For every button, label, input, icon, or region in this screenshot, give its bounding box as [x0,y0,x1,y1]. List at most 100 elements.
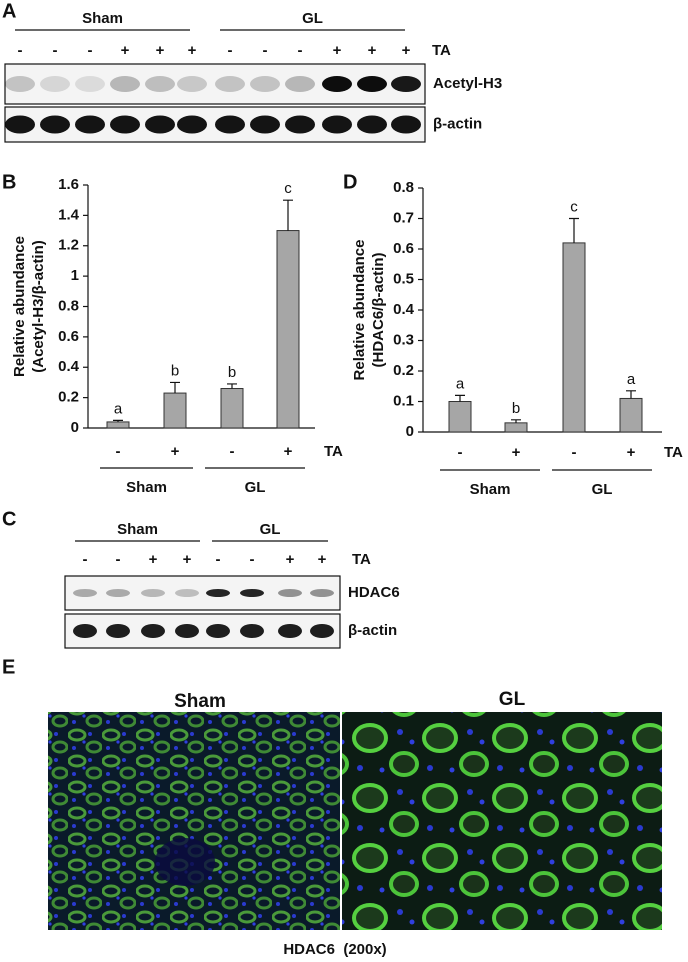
significance-letter: a [627,371,636,388]
y-tick-label: 0.4 [58,358,80,375]
significance-letter: b [512,400,520,417]
group-label: GL [260,521,281,538]
ta-sign: - [18,42,23,59]
ta-label: TA [352,551,371,568]
ta-label: TA [432,42,451,59]
x-tick-label: - [230,443,235,460]
blot-band [215,76,245,92]
x-tick-label: + [284,443,293,460]
band-label: β-actin [348,622,397,639]
x-tick-label: + [627,444,636,461]
x-tick-label: + [171,443,180,460]
y-tick-label: 0 [406,423,414,440]
y-tick-label: 1.2 [58,237,79,254]
y-axis-label: Relative abundance [351,240,368,381]
y-tick-label: 0.8 [58,297,79,314]
blot-band [175,589,199,597]
micrograph [48,712,340,930]
blot-strip [64,575,341,611]
panel-label: D [343,171,357,193]
ta-sign: - [53,42,58,59]
bar [163,392,187,429]
ta-sign: - [298,42,303,59]
group-label: GL [245,479,266,496]
image-title: Sham [174,691,226,712]
band-label: Acetyl-H3 [433,75,502,92]
error-bar [569,217,579,243]
ta-sign: - [88,42,93,59]
blot-band [175,624,199,638]
blot-band [145,76,175,92]
error-bar [511,419,521,423]
blot-band [73,589,97,597]
y-axis-label: Relative abundance [11,236,28,377]
blot-band [177,115,207,134]
significance-letter: a [114,400,123,417]
y-tick-label: 1.4 [58,206,80,223]
ta-sign: - [216,551,221,568]
ta-sign: + [188,42,197,59]
group-label: Sham [126,479,167,496]
blot-band [110,115,140,134]
bar [619,397,643,433]
blot-band [310,624,334,638]
blot-band [322,115,352,134]
y-tick-label: 0.7 [393,209,414,226]
ta-sign: + [121,42,130,59]
blot-band [177,76,207,92]
blot-band [5,115,35,134]
ta-sign: + [333,42,342,59]
ta-sign: + [318,551,327,568]
group-label: GL [302,10,323,27]
x-axis-label: TA [664,444,683,461]
significance-letter: c [284,180,292,197]
micrograph [342,712,662,930]
y-tick-label: 0.8 [393,179,414,196]
group-label: GL [592,481,613,498]
significance-letter: b [171,362,179,379]
error-bar [227,383,237,389]
blot-band [250,76,280,92]
bar [562,242,586,433]
x-axis-label: TA [324,443,343,460]
x-tick-label: - [572,444,577,461]
bar [220,388,244,429]
band-label: β-actin [433,115,482,132]
y-tick-label: 0.6 [393,240,414,257]
bar [448,401,472,433]
bar [504,422,528,433]
blot-strip [4,63,426,105]
blot-band [310,589,334,597]
blot-band [106,589,130,597]
image-title: GL [499,689,526,710]
x-tick-label: + [512,444,521,461]
caption: HDAC6 (200x) [283,941,386,958]
y-tick-label: 0.1 [393,392,414,409]
blot-band [391,115,421,134]
y-tick-label: 0.3 [393,331,414,348]
ta-sign: - [83,551,88,568]
y-tick-label: 1 [71,267,79,284]
blot-band [73,624,97,638]
y-tick-label: 0.2 [393,362,414,379]
blot-band [5,76,35,92]
panel-label: C [2,508,16,530]
y-axis-label: (HDAC6/β-actin) [370,253,387,368]
blot-band [322,76,352,92]
y-tick-label: 0.6 [58,328,79,345]
ta-sign: - [228,42,233,59]
blot-band [357,115,387,134]
ta-sign: + [156,42,165,59]
ta-sign: - [116,551,121,568]
band-label: HDAC6 [348,584,400,601]
ta-sign: - [263,42,268,59]
blot-band [215,115,245,134]
blot-band [145,115,175,134]
y-tick-label: 0.4 [393,301,415,318]
ta-sign: + [149,551,158,568]
blot-band [75,115,105,134]
error-bar [283,199,293,231]
bar [276,230,300,429]
blot-band [240,624,264,638]
